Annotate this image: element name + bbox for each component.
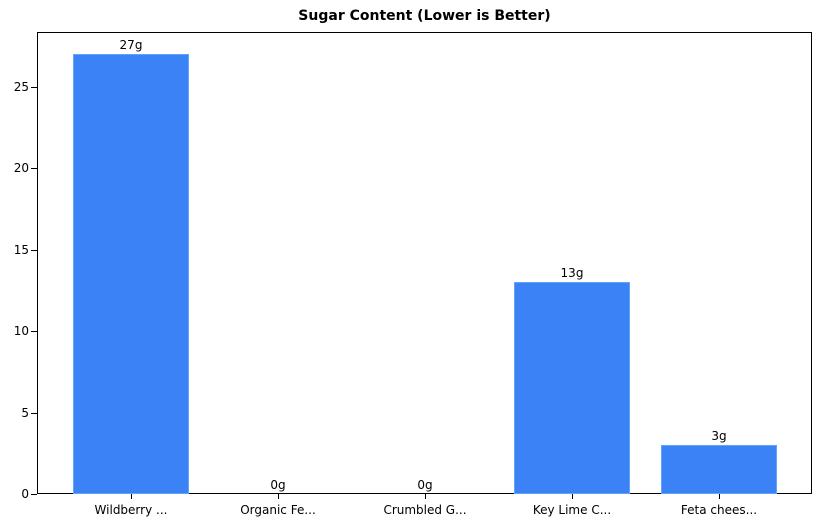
y-tick-label: 5 [21, 405, 29, 420]
y-tick-label: 15 [13, 242, 29, 257]
y-tick [31, 412, 37, 414]
y-tick [31, 494, 37, 495]
x-tick [278, 494, 279, 499]
chart-title: Sugar Content (Lower is Better) [298, 8, 551, 24]
value-label: 0g [417, 478, 433, 492]
bar [73, 54, 189, 494]
bar [661, 445, 777, 494]
value-label: 27g [119, 38, 143, 52]
y-tick-label: 0 [21, 487, 29, 501]
x-tick-label: Feta chees... [680, 503, 758, 517]
y-tick [31, 168, 37, 170]
value-label: 0g [270, 478, 286, 492]
y-tick [31, 249, 37, 251]
x-tick [572, 494, 573, 499]
x-tick [719, 494, 720, 499]
y-tick-label: 25 [13, 79, 29, 94]
y-tick-label: 20 [13, 161, 29, 176]
x-tick [131, 494, 132, 499]
x-tick-label: Crumbled G... [383, 503, 467, 517]
bar [514, 282, 630, 494]
x-tick-label: Key Lime C... [532, 503, 612, 517]
y-tick [31, 331, 37, 333]
x-tick-label: Wildberry ... [94, 503, 168, 517]
value-label: 3g [711, 429, 727, 444]
plot-area [37, 32, 812, 494]
x-tick [425, 494, 426, 499]
x-tick-label: Organic Fe... [240, 503, 316, 517]
value-label: 13g [560, 266, 584, 281]
y-tick [31, 86, 37, 88]
y-tick-label: 10 [13, 324, 29, 339]
